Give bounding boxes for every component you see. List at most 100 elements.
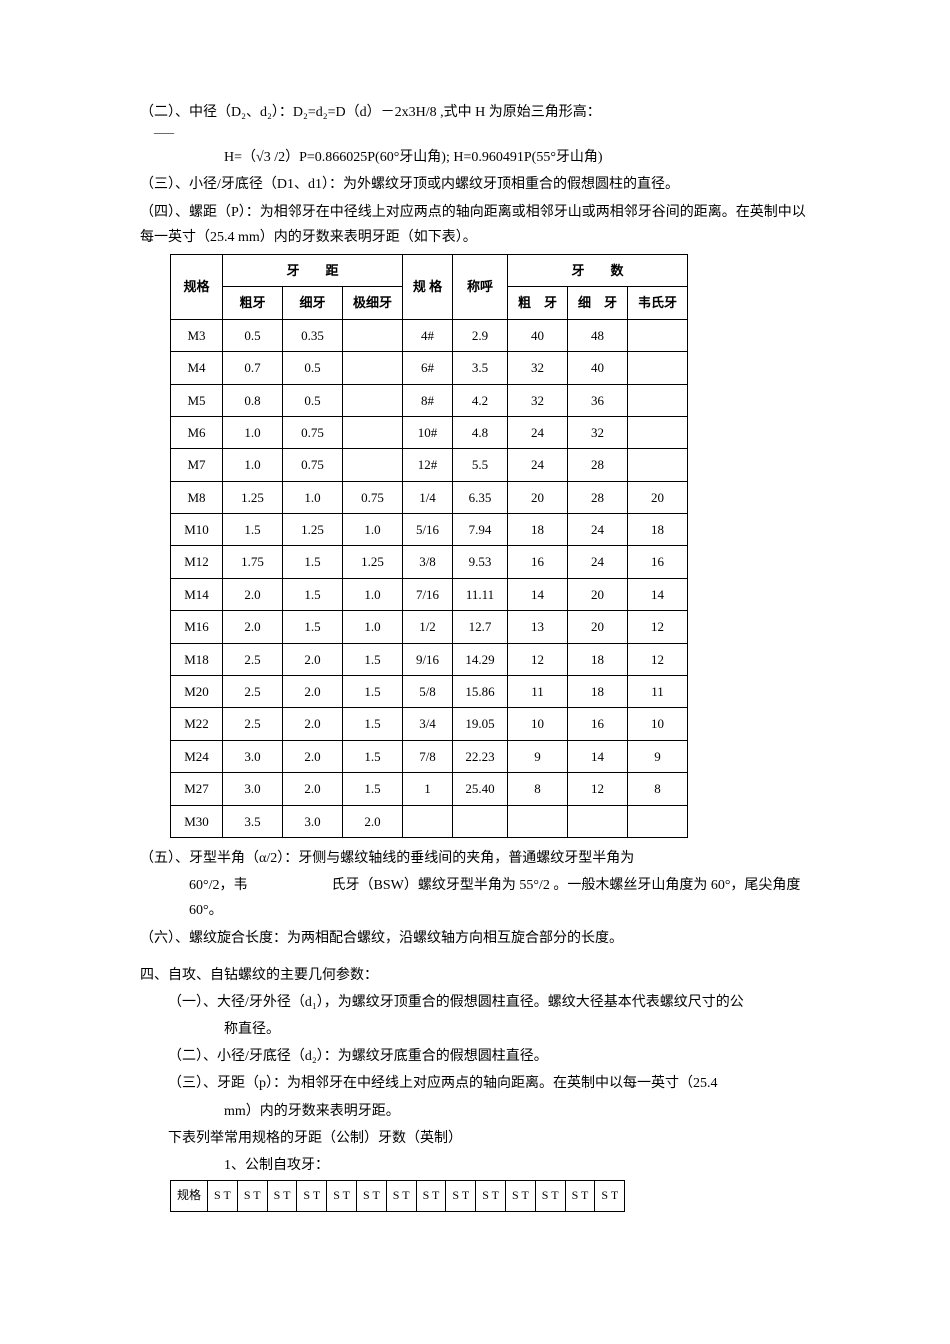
t2-spec: 规格 (171, 1181, 208, 1212)
table-cell: 8# (403, 384, 453, 416)
table-cell (628, 319, 688, 351)
table-cell: 9.53 (453, 546, 508, 578)
table-cell: 22.23 (453, 740, 508, 772)
table-row: M222.52.01.53/419.05101610 (171, 708, 688, 740)
table-cell: 3.0 (223, 740, 283, 772)
table-cell (343, 319, 403, 351)
table-cell: 2.5 (223, 676, 283, 708)
table-row: M142.01.51.07/1611.11142014 (171, 578, 688, 610)
table-row: M182.52.01.59/1614.29121812 (171, 643, 688, 675)
th-spec2: 规 格 (403, 254, 453, 319)
table-cell: 2.0 (283, 643, 343, 675)
table-row: M303.53.02.0 (171, 805, 688, 837)
table-cell: 3.0 (223, 773, 283, 805)
th-coarse2: 粗 牙 (508, 287, 568, 319)
table-cell: S T (565, 1181, 595, 1212)
table-cell: 4.2 (453, 384, 508, 416)
table-cell: 14.29 (453, 643, 508, 675)
table-cell: 16 (508, 546, 568, 578)
table-cell: M20 (171, 676, 223, 708)
table-cell (343, 416, 403, 448)
th-fine: 细牙 (283, 287, 343, 319)
table-cell: 40 (508, 319, 568, 351)
table-cell: 1.75 (223, 546, 283, 578)
table-cell: 1.0 (343, 514, 403, 546)
th-pitch: 牙 距 (223, 254, 403, 286)
line-half-angle-b: 60°/2，韦 氏牙（BSW）螺纹牙型半角为 55°/2 。一般木螺丝牙山角度为… (140, 873, 810, 923)
table-cell: 12 (628, 643, 688, 675)
table-cell: 12 (628, 611, 688, 643)
table-cell: 24 (568, 514, 628, 546)
table-cell: S T (386, 1181, 416, 1212)
table-cell: 18 (568, 676, 628, 708)
table-row: M202.52.01.55/815.86111811 (171, 676, 688, 708)
table-cell: 1.5 (343, 740, 403, 772)
table-cell: 32 (568, 416, 628, 448)
table-cell: M4 (171, 352, 223, 384)
table-cell (628, 352, 688, 384)
table-cell: 24 (568, 546, 628, 578)
line-s4-3b: mm）内的牙数来表明牙距。 (140, 1099, 810, 1124)
table-cell: S T (267, 1181, 297, 1212)
table-cell: 11 (628, 676, 688, 708)
table-cell: 0.5 (223, 319, 283, 351)
table-cell: 6# (403, 352, 453, 384)
table-cell: 1.5 (283, 578, 343, 610)
table-cell: 32 (508, 384, 568, 416)
table-cell: 18 (508, 514, 568, 546)
table-cell: M7 (171, 449, 223, 481)
th-coarse: 粗牙 (223, 287, 283, 319)
table-cell: M10 (171, 514, 223, 546)
table-cell (628, 416, 688, 448)
table-cell: 1.0 (283, 481, 343, 513)
line-half-angle-a: （五）、牙型半角（α/2）：牙侧与螺纹轴线的垂线间的夹角，普通螺纹牙型半角为 (140, 846, 810, 871)
table-row: M71.00.7512#5.52428 (171, 449, 688, 481)
table-cell: S T (446, 1181, 476, 1212)
table-cell: 1.25 (343, 546, 403, 578)
line-s4-1b: 称直径。 (140, 1017, 810, 1042)
table-cell: 3.0 (283, 805, 343, 837)
table-cell: 20 (628, 481, 688, 513)
table-cell (628, 384, 688, 416)
table-cell: M5 (171, 384, 223, 416)
th-extra-fine: 极细牙 (343, 287, 403, 319)
table-cell: 13 (508, 611, 568, 643)
table-cell (453, 805, 508, 837)
table-cell: 2.0 (343, 805, 403, 837)
table-cell: 1.0 (343, 578, 403, 610)
table-cell: 1.5 (283, 546, 343, 578)
table-cell: 1/2 (403, 611, 453, 643)
table-cell: M14 (171, 578, 223, 610)
table-cell: 9/16 (403, 643, 453, 675)
table-cell: 10 (628, 708, 688, 740)
table-cell: 10# (403, 416, 453, 448)
table-cell: S T (595, 1181, 625, 1212)
table-cell: 18 (628, 514, 688, 546)
th-count: 牙 数 (508, 254, 688, 286)
table-cell: 1.5 (343, 708, 403, 740)
table-row: M273.02.01.5125.408128 (171, 773, 688, 805)
table-cell: 3.5 (453, 352, 508, 384)
line-s4-2: （二）、小径/牙底径（d₂）：为螺纹牙底重合的假想圆柱直径。 (140, 1044, 810, 1069)
table-cell: 1.25 (283, 514, 343, 546)
table-cell: 9 (508, 740, 568, 772)
table-cell: S T (208, 1181, 238, 1212)
table-cell: 0.5 (283, 352, 343, 384)
table-cell: 0.7 (223, 352, 283, 384)
table-cell: 11 (508, 676, 568, 708)
table-cell: 1.5 (283, 611, 343, 643)
table-cell: 48 (568, 319, 628, 351)
table-row: M50.80.58#4.23236 (171, 384, 688, 416)
table-cell: 4.8 (453, 416, 508, 448)
th-whit: 韦氏牙 (628, 287, 688, 319)
table-cell: 2.9 (453, 319, 508, 351)
table-cell: M3 (171, 319, 223, 351)
table-cell (403, 805, 453, 837)
table-cell: 14 (568, 740, 628, 772)
table-cell: S T (357, 1181, 387, 1212)
table-cell: S T (505, 1181, 535, 1212)
table-cell: 20 (568, 611, 628, 643)
line-s4-3a: （三）、牙距（p）：为相邻牙在中经线上对应两点的轴向距离。在英制中以每一英寸（2… (140, 1071, 810, 1096)
table-cell: M6 (171, 416, 223, 448)
table-cell (628, 805, 688, 837)
